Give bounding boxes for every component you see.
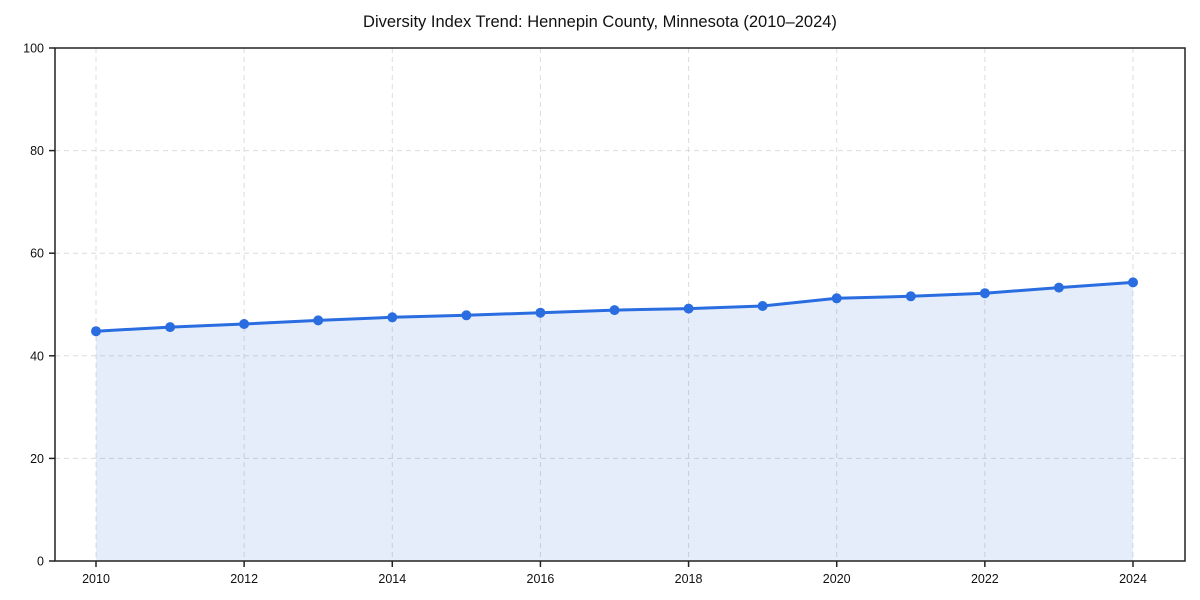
y-tick-label: 0 — [37, 555, 44, 569]
y-tick-label: 100 — [23, 42, 44, 56]
data-point-2018 — [683, 303, 694, 314]
x-tick-label: 2010 — [82, 572, 110, 586]
data-point-2020 — [831, 293, 842, 304]
x-tick-label: 2022 — [971, 572, 999, 586]
data-point-2021 — [905, 291, 916, 302]
y-tick-label: 80 — [30, 144, 44, 158]
data-point-2011 — [165, 322, 176, 333]
x-tick-label: 2024 — [1119, 572, 1147, 586]
y-tick-label: 20 — [30, 452, 44, 466]
data-point-2010 — [91, 326, 101, 337]
y-tick-label: 40 — [30, 349, 44, 363]
plot-frame — [54, 47, 1186, 562]
data-point-2014 — [387, 312, 398, 323]
data-point-2019 — [757, 301, 768, 311]
data-point-2017 — [609, 305, 620, 316]
data-point-2015 — [461, 310, 472, 321]
x-tick-label: 2012 — [230, 572, 258, 586]
data-point-2023 — [1053, 282, 1064, 293]
data-point-2024 — [1128, 277, 1138, 288]
data-point-2022 — [979, 288, 990, 299]
data-point-2016 — [535, 307, 546, 318]
chart-title: Diversity Index Trend: Hennepin County, … — [363, 13, 837, 31]
y-tick-label: 60 — [30, 247, 44, 261]
x-tick-label: 2018 — [675, 572, 703, 586]
x-tick-label: 2014 — [378, 572, 406, 586]
x-tick-label: 2020 — [823, 572, 851, 586]
data-point-2012 — [239, 319, 250, 329]
area-fill — [96, 282, 1133, 561]
data-point-2013 — [313, 315, 324, 326]
x-tick-label: 2016 — [527, 572, 555, 586]
